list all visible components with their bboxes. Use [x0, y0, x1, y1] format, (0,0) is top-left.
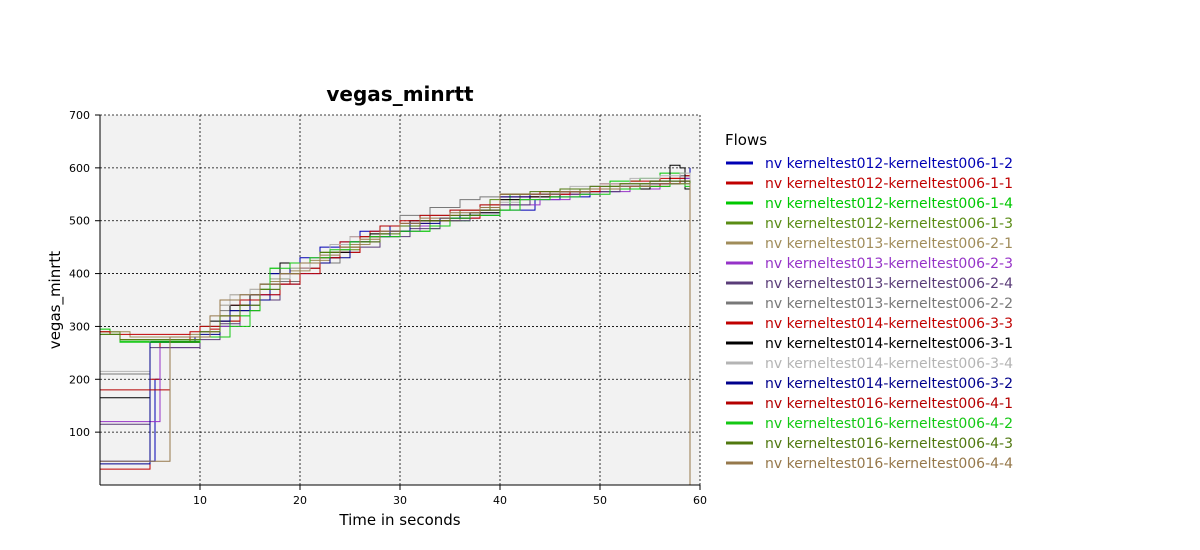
legend-entry: nv kerneltest012-kerneltest006-1-2	[765, 156, 1013, 172]
legend-title: Flows	[725, 131, 767, 149]
y-tick-label: 300	[69, 320, 90, 333]
y-tick-label: 500	[69, 215, 90, 228]
x-axis-label: Time in seconds	[338, 511, 460, 529]
legend-entry: nv kerneltest013-kerneltest006-2-2	[765, 296, 1013, 312]
x-tick-label: 10	[193, 494, 207, 507]
legend-entry: nv kerneltest012-kerneltest006-1-4	[765, 196, 1013, 212]
y-tick-label: 200	[69, 373, 90, 386]
legend-entry: nv kerneltest016-kerneltest006-4-1	[765, 396, 1013, 412]
y-axis-label: vegas_minrtt	[46, 251, 65, 349]
legend-entry: nv kerneltest013-kerneltest006-2-3	[765, 256, 1013, 272]
y-tick-label: 400	[69, 268, 90, 281]
y-tick-label: 600	[69, 162, 90, 175]
y-tick-label: 700	[69, 109, 90, 122]
series-line-16	[100, 183, 691, 485]
legend-entry: nv kerneltest012-kerneltest006-1-1	[765, 176, 1013, 192]
legend-entry: nv kerneltest016-kerneltest006-4-4	[765, 456, 1013, 472]
x-tick-label: 40	[493, 494, 507, 507]
legend-entry: nv kerneltest013-kerneltest006-2-1	[765, 236, 1013, 252]
legend: nv kerneltest012-kerneltest006-1-2 nv ker…	[726, 156, 1013, 472]
legend-entry: nv kerneltest016-kerneltest006-4-2	[765, 416, 1013, 432]
chart-title: vegas_minrtt	[326, 82, 474, 106]
legend-entry: nv kerneltest012-kerneltest006-1-3	[765, 216, 1013, 232]
y-axis-ticks: 100 200 300 400 500 600 700	[69, 109, 100, 439]
x-tick-label: 50	[593, 494, 607, 507]
legend-entry: nv kerneltest014-kerneltest006-3-1	[765, 336, 1013, 352]
legend-entry: nv kerneltest013-kerneltest006-2-4	[765, 276, 1013, 292]
x-tick-label: 30	[393, 494, 407, 507]
y-tick-label: 100	[69, 426, 90, 439]
x-axis-ticks: 10 20 30 40 50 60	[193, 485, 707, 507]
legend-entry: nv kerneltest014-kerneltest006-3-2	[765, 376, 1013, 392]
legend-entry: nv kerneltest014-kerneltest006-3-3	[765, 316, 1013, 332]
legend-entry: nv kerneltest016-kerneltest006-4-3	[765, 436, 1013, 452]
legend-entry: nv kerneltest014-kerneltest006-3-4	[765, 356, 1013, 372]
x-tick-label: 60	[693, 494, 707, 507]
x-tick-label: 20	[293, 494, 307, 507]
series-lines	[100, 164, 691, 485]
